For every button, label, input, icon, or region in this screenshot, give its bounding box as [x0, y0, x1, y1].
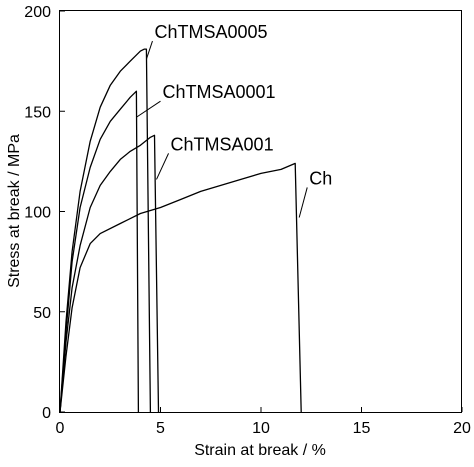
annotation-leader-chtmsa0005	[145, 40, 153, 60]
x-axis-label: Strain at break / %	[194, 442, 326, 459]
plot-frame	[59, 10, 462, 413]
annotation-leader-ch	[298, 187, 308, 218]
y-tick-label: 100	[24, 205, 51, 222]
series-line-chtmsa0005	[59, 48, 152, 413]
series-layer	[59, 48, 302, 413]
y-tick-label: 50	[33, 305, 51, 322]
series-label-ch: Ch	[309, 168, 332, 188]
y-axis-ticks: 0 50 100 150 200	[24, 4, 65, 422]
x-tick-label: 5	[156, 420, 165, 437]
y-tick-label: 200	[24, 4, 51, 21]
series-label-chtmsa0005: ChTMSA0005	[154, 22, 267, 42]
y-axis-label: Stress at break / MPa	[6, 134, 23, 288]
series-line-ch	[59, 162, 302, 413]
annotation-leader-chtmsa001	[156, 153, 169, 180]
x-axis-ticks: 0 5 10 15 20	[56, 407, 471, 437]
annotation-layer: ChTMSA0005 ChTMSA0001 ChTMSA001 Ch	[136, 22, 332, 218]
series-line-chtmsa001	[59, 134, 160, 413]
y-tick-label: 0	[42, 405, 51, 422]
x-tick-label: 15	[353, 420, 371, 437]
x-tick-label: 0	[56, 420, 65, 437]
x-tick-label: 20	[453, 420, 471, 437]
series-line-chtmsa0001	[59, 90, 140, 413]
annotation-leader-chtmsa0001	[136, 100, 161, 118]
y-tick-label: 150	[24, 104, 51, 121]
series-label-chtmsa0001: ChTMSA0001	[163, 82, 276, 102]
x-tick-label: 10	[252, 420, 270, 437]
series-label-chtmsa001: ChTMSA001	[171, 134, 274, 154]
